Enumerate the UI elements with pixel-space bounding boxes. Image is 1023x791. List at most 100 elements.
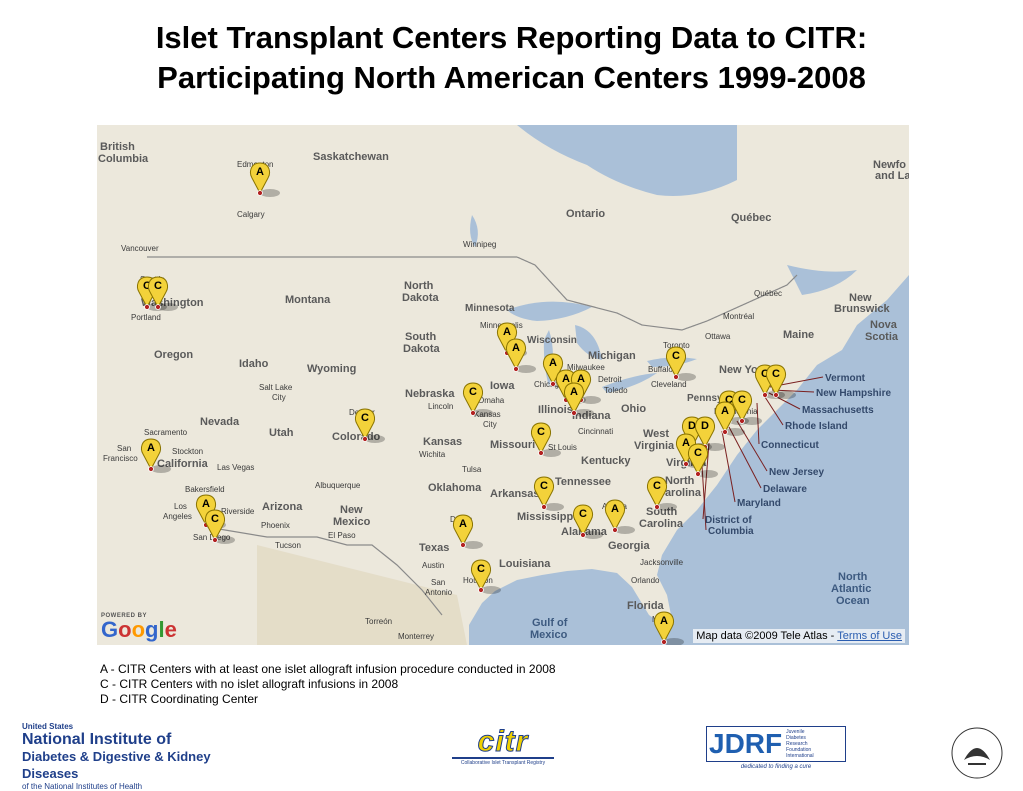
marker-shadow [473, 409, 493, 417]
marker-shadow [260, 189, 280, 197]
map-label: Arizona [262, 501, 303, 513]
google-branding: POWERED BY Google [101, 613, 177, 641]
center-marker-c[interactable]: C [647, 476, 677, 511]
map-label: Saskatchewan [313, 151, 389, 163]
map-label: Torreón [365, 617, 392, 626]
map-label: Philadelphia [714, 407, 758, 416]
callout-leader-line [764, 396, 784, 426]
marker-letter: C [537, 426, 545, 438]
center-marker-a[interactable]: A [453, 514, 483, 549]
map-label: Québec [731, 212, 771, 224]
legend-c: C - CITR Centers with no islet allograft… [100, 677, 399, 691]
map-label: Los [174, 502, 187, 511]
marker-shadow [541, 449, 561, 457]
map-label: Sacramento [144, 428, 188, 437]
map-label: North [838, 571, 868, 583]
map-label: Georgia [608, 540, 650, 552]
us-canada-border [147, 256, 798, 331]
marker-point [541, 504, 547, 510]
map-label: Texas [419, 542, 449, 554]
map-label: Carolina [657, 487, 702, 499]
center-marker-a[interactable]: A [715, 401, 745, 436]
center-marker-d[interactable]: D [695, 416, 725, 451]
center-marker-c[interactable]: C [732, 390, 762, 425]
map-label: Kentucky [581, 455, 631, 467]
map-label: San Diego [193, 533, 231, 542]
marker-letter: A [549, 357, 557, 369]
marker-letter: C [694, 447, 702, 459]
marker-letter: A [721, 405, 729, 417]
marker-letter: C [211, 513, 219, 525]
niddk-logo: United States National Institute of Diab… [22, 722, 262, 791]
marker-letter: C [672, 350, 680, 362]
land-north-america [97, 125, 909, 645]
center-marker-c[interactable]: C [463, 382, 493, 417]
marker-point [144, 304, 150, 310]
center-marker-a[interactable]: A [605, 499, 635, 534]
marker-letter: C [477, 563, 485, 575]
marker-point [739, 418, 745, 424]
map-label: Louisiana [499, 558, 551, 570]
jdrf-tagline: dedicated to finding a cure [740, 764, 812, 770]
map-label: Riverside [221, 507, 255, 516]
marker-letter: C [540, 480, 548, 492]
center-marker-a[interactable]: A [654, 611, 684, 645]
marker-point [695, 471, 701, 477]
marker-shadow [657, 503, 677, 511]
map-label: Michigan [588, 350, 636, 362]
marker-letter: A [147, 442, 155, 454]
map-label: New [849, 292, 872, 304]
center-marker-a[interactable]: A [141, 438, 171, 473]
center-marker-c[interactable]: C [205, 509, 235, 544]
callout-leader-line [756, 402, 760, 445]
marker-shadow [151, 465, 171, 473]
marker-point [683, 461, 689, 467]
center-marker-c[interactable]: C [534, 476, 564, 511]
center-marker-c[interactable]: C [148, 276, 178, 311]
center-marker-c[interactable]: C [531, 422, 561, 457]
map-label: Las Vegas [217, 463, 254, 472]
map-label: Tulsa [462, 465, 482, 474]
terms-of-use-link[interactable]: Terms of Use [837, 630, 902, 642]
map-label: Newfo [873, 159, 906, 171]
jdrf-name-1: Juvenile [786, 729, 805, 735]
center-marker-a[interactable]: A [250, 162, 280, 197]
center-marker-c[interactable]: C [688, 443, 718, 478]
map-label: Vancouver [121, 244, 159, 253]
center-marker-c[interactable]: C [766, 364, 796, 399]
map-label: Wisconsin [527, 335, 577, 346]
marker-shadow [215, 536, 235, 544]
map-label: Wichita [419, 450, 446, 459]
marker-letter: C [653, 480, 661, 492]
map-label: Ottawa [705, 332, 731, 341]
marker-point [722, 429, 728, 435]
marker-point [148, 466, 154, 472]
marker-letter: A [611, 503, 619, 515]
callout-leader-line [728, 426, 762, 489]
marker-point [773, 392, 779, 398]
state-callout-label: Rhode Island [785, 421, 848, 432]
center-marker-c[interactable]: C [355, 408, 385, 443]
map-label: Dakota [403, 343, 441, 355]
citr-logo: citr Collaborative Islet Transplant Regi… [452, 726, 554, 766]
center-marker-c[interactable]: C [666, 346, 696, 381]
center-marker-c[interactable]: C [573, 504, 603, 539]
lake-winnipeg [470, 215, 478, 247]
marker-point [538, 450, 544, 456]
map-label: Montréal [723, 312, 754, 321]
map-label: Albuquerque [315, 481, 361, 490]
map-panel[interactable]: British Columbia Saskatchewan Ontario Québec… [97, 125, 909, 645]
marker-shadow [581, 396, 601, 404]
callout-leader-line [702, 442, 710, 520]
marker-point [661, 639, 667, 645]
map-label: Illinois [538, 404, 573, 416]
map-label: Kansas [423, 436, 462, 448]
legend-a: A - CITR Centers with at least one islet… [100, 662, 556, 676]
center-marker-a[interactable]: A [564, 382, 594, 417]
center-marker-a[interactable]: A [506, 338, 536, 373]
marker-letter: A [682, 437, 690, 449]
center-marker-c[interactable]: C [471, 559, 501, 594]
map-label: Winnipeg [463, 240, 496, 249]
marker-letter: A [256, 166, 264, 178]
